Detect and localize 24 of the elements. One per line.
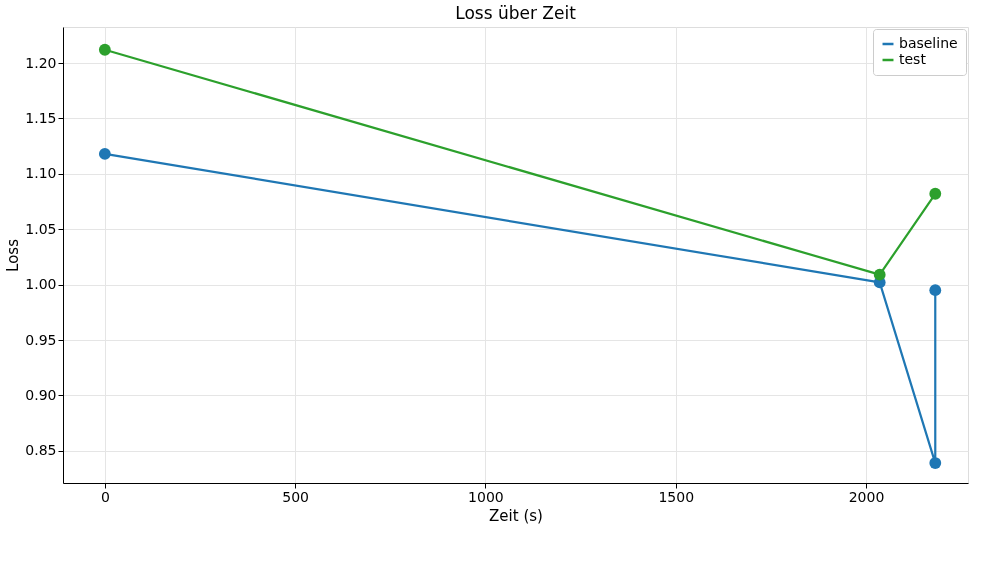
- y-tick-label: 0.95: [25, 331, 57, 348]
- y-tick-label: 0.85: [25, 442, 57, 459]
- x-tick-label: 1500: [658, 488, 695, 505]
- point: [98, 43, 111, 56]
- y-tick-label: 1.15: [25, 109, 57, 126]
- y-tick-label: 1.10: [25, 165, 57, 182]
- x-tick-label: 2000: [848, 488, 885, 505]
- legend-label: baseline: [899, 35, 958, 51]
- x-tick-label: 1000: [468, 488, 504, 505]
- x-axis-title: Zeit (s): [489, 506, 543, 525]
- y-tick-label: 1.00: [25, 276, 57, 293]
- y-tick-label: 1.20: [25, 54, 57, 71]
- point: [98, 147, 111, 160]
- legend-label: test: [899, 51, 927, 67]
- x-tick-label: 500: [282, 488, 310, 505]
- point: [929, 284, 942, 297]
- y-tick-label: 1.05: [25, 220, 57, 237]
- x-tick-label: 0: [100, 488, 110, 505]
- point: [873, 268, 886, 281]
- y-tick-label: 0.90: [25, 386, 57, 403]
- point: [929, 457, 942, 469]
- y-axis-title: Loss: [4, 238, 23, 272]
- point: [929, 187, 942, 200]
- chart-title: Loss über Zeit: [455, 3, 577, 23]
